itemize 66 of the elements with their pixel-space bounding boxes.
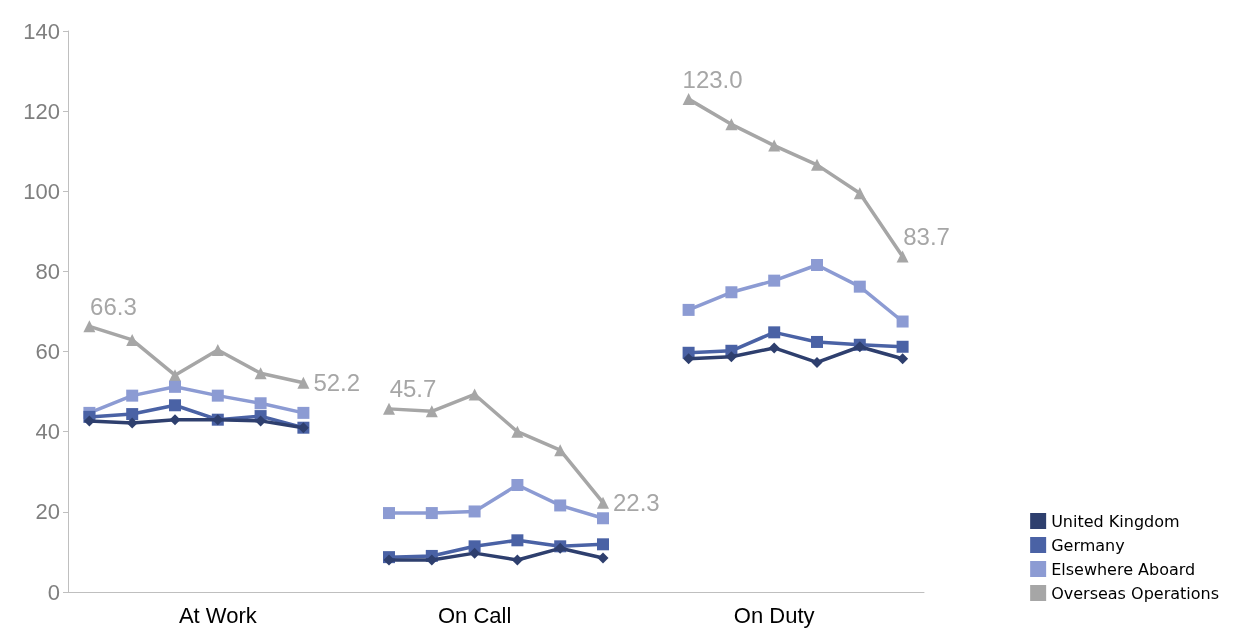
point: [211, 343, 224, 356]
point: [897, 353, 909, 365]
point: [811, 259, 823, 272]
point: [725, 286, 738, 299]
point: [811, 335, 823, 348]
point: [768, 342, 780, 354]
point: [126, 408, 139, 421]
data-label: 66.3: [90, 292, 137, 320]
point: [169, 380, 181, 393]
data-label: 45.7: [389, 375, 437, 403]
point: [511, 479, 524, 492]
legend-label: Germany: [1051, 535, 1125, 555]
y-tick-label: 140: [23, 18, 60, 44]
x-tick-label: On Call: [437, 602, 512, 628]
legend-label: Overseas Operations: [1051, 583, 1220, 603]
y-tick-label: 40: [35, 419, 60, 445]
y-tick-label: 100: [23, 178, 60, 204]
point: [383, 402, 395, 415]
point: [83, 415, 95, 427]
point: [597, 496, 609, 509]
point: [83, 320, 96, 333]
x-tick-label: At Work: [178, 602, 258, 628]
point: [211, 389, 224, 402]
data-label: 52.2: [313, 369, 361, 397]
point: [254, 367, 267, 380]
y-tick-label: 20: [35, 499, 60, 525]
point: [425, 405, 438, 418]
point: [297, 376, 310, 389]
point: [425, 507, 438, 520]
point: [597, 538, 609, 551]
point: [682, 303, 695, 316]
legend-label: Elsewhere Aboard: [1051, 559, 1196, 579]
point: [768, 326, 781, 339]
point: [469, 547, 481, 559]
y-tick-label: 0: [47, 579, 60, 605]
point: [169, 399, 181, 412]
point: [597, 552, 609, 564]
legend-label: United Kingdom: [1051, 511, 1180, 531]
point: [597, 512, 609, 525]
point: [468, 505, 481, 518]
point: [768, 139, 781, 152]
data-label: 83.7: [903, 223, 950, 251]
point: [169, 369, 181, 382]
point: [254, 397, 267, 410]
y-tick-label: 120: [23, 98, 60, 124]
point: [896, 315, 909, 328]
point: [554, 499, 567, 512]
y-tick-label: 80: [35, 258, 60, 284]
data-label: 123.0: [682, 65, 743, 93]
point: [126, 389, 139, 402]
point: [725, 118, 738, 131]
data-label: 22.3: [613, 489, 660, 517]
point: [511, 425, 524, 438]
point: [811, 356, 823, 368]
y-tick-label: 60: [35, 339, 60, 365]
point: [297, 406, 310, 419]
point: [853, 187, 866, 200]
point: [768, 274, 781, 287]
point: [383, 507, 395, 520]
point: [811, 158, 823, 171]
point: [896, 250, 909, 263]
x-tick-label: On Duty: [733, 602, 815, 628]
point: [511, 534, 524, 547]
point: [682, 93, 695, 106]
point: [853, 280, 866, 293]
point: [896, 340, 909, 353]
